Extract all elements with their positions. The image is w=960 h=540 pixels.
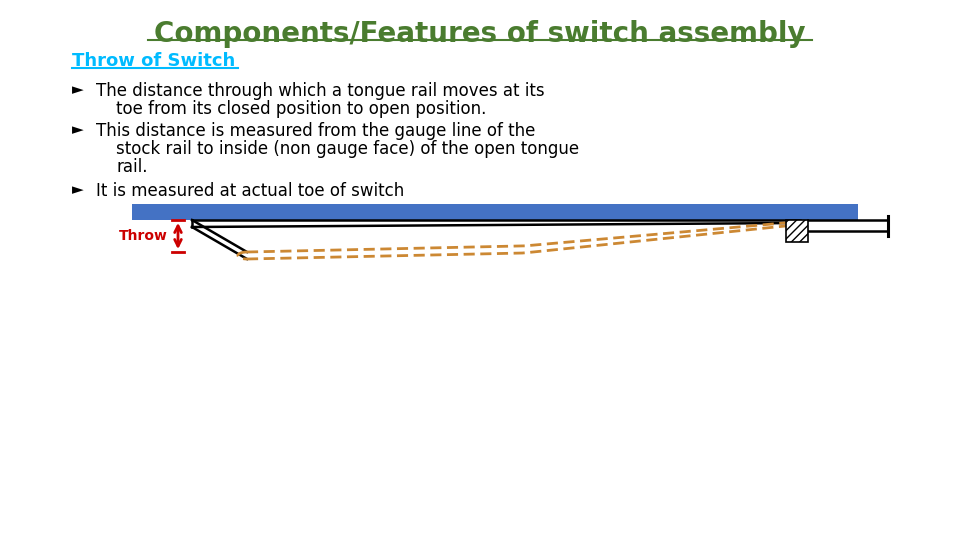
Bar — [786, 220, 808, 242]
Text: Throw: Throw — [119, 229, 168, 243]
Text: rail.: rail. — [116, 158, 148, 176]
Text: It is measured at actual toe of switch: It is measured at actual toe of switch — [96, 182, 404, 200]
Text: ►: ► — [72, 122, 84, 137]
Text: ►: ► — [72, 82, 84, 97]
Text: ►: ► — [72, 182, 84, 197]
Text: toe from its closed position to open position.: toe from its closed position to open pos… — [116, 100, 487, 118]
Bar — [132, 204, 858, 220]
Text: Components/Features of switch assembly: Components/Features of switch assembly — [155, 20, 805, 48]
Text: The distance through which a tongue rail moves at its: The distance through which a tongue rail… — [96, 82, 544, 100]
Text: stock rail to inside (non gauge face) of the open tongue: stock rail to inside (non gauge face) of… — [116, 140, 579, 158]
Text: This distance is measured from the gauge line of the: This distance is measured from the gauge… — [96, 122, 536, 140]
Text: Throw of Switch: Throw of Switch — [72, 52, 235, 70]
